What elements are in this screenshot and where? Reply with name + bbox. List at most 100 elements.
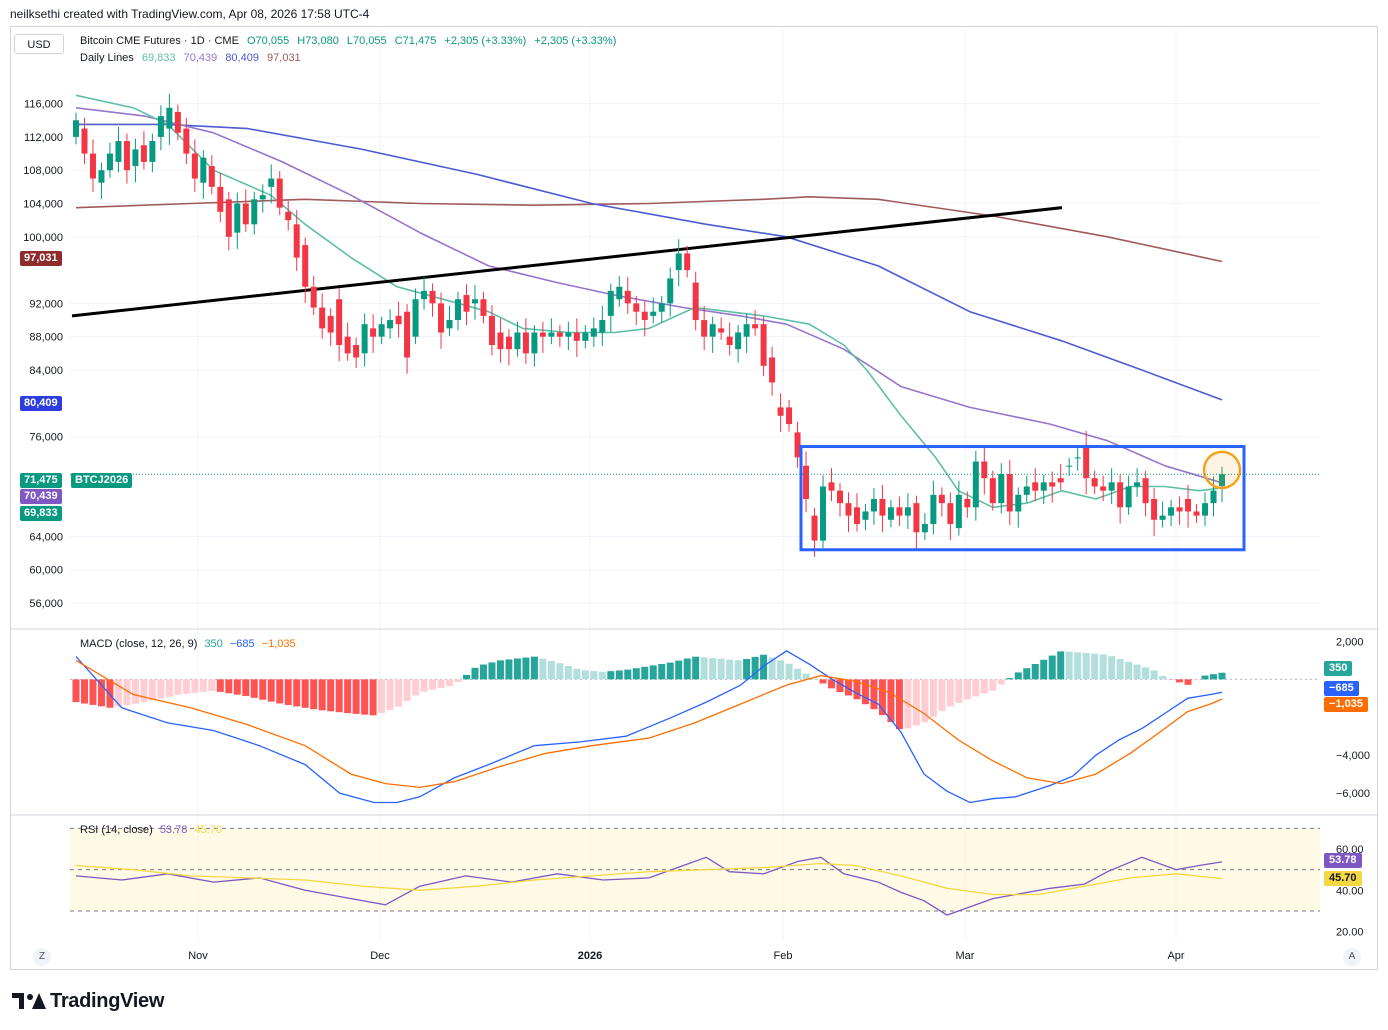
candle-body bbox=[870, 498, 877, 512]
macd-histogram-bar bbox=[140, 679, 148, 703]
macd-histogram-bar bbox=[615, 670, 623, 680]
rsi-legend-title[interactable]: RSI (14, close) bbox=[80, 824, 153, 836]
candle-body bbox=[539, 332, 546, 337]
macd-histogram-bar bbox=[751, 656, 759, 680]
macd-histogram-bar bbox=[454, 679, 462, 682]
candle-body bbox=[361, 324, 368, 354]
candle-body bbox=[837, 490, 843, 504]
rsi-legend: RSI (14, close) 53.78 45.70 bbox=[80, 824, 226, 836]
candle-body bbox=[225, 199, 232, 237]
candle-body bbox=[259, 195, 266, 200]
candle-body bbox=[989, 478, 996, 504]
macd-histogram-bar bbox=[233, 679, 241, 695]
macd-histogram-bar bbox=[72, 679, 80, 703]
candle-body bbox=[633, 303, 640, 312]
candle-body bbox=[743, 324, 750, 337]
macd-signal-value: −1,035 bbox=[261, 638, 296, 650]
candle-body bbox=[1032, 482, 1039, 491]
candle-body bbox=[913, 503, 920, 533]
macd-histogram-bar bbox=[1193, 679, 1201, 681]
candle-body bbox=[310, 286, 317, 308]
macd-histogram-bar bbox=[114, 679, 122, 707]
macd-histogram-bar bbox=[760, 654, 768, 680]
macd-histogram-bar bbox=[1116, 658, 1124, 680]
candle-body bbox=[319, 307, 326, 329]
ma4-line bbox=[75, 196, 1223, 263]
rsi-line bbox=[75, 856, 1223, 916]
candle-body bbox=[429, 290, 436, 304]
auto-scale-button[interactable]: A bbox=[1343, 948, 1361, 966]
macd-histogram-bar bbox=[352, 679, 360, 714]
macd-histogram-bar bbox=[369, 679, 377, 716]
macd-legend-title[interactable]: MACD (close, 12, 26, 9) bbox=[80, 638, 198, 650]
chart-frame[interactable] bbox=[10, 26, 1378, 970]
time-axis-tick: Nov bbox=[188, 950, 208, 962]
macd-histogram-bar bbox=[420, 679, 428, 692]
ohlc-high: H73,080 bbox=[297, 35, 339, 47]
candle-body bbox=[1125, 486, 1132, 508]
symbol-tag: BTCJ2026 bbox=[71, 473, 133, 488]
macd-signal-badge: −1,035 bbox=[1324, 697, 1368, 712]
macd-histogram-bar bbox=[946, 679, 954, 707]
candle-body bbox=[590, 328, 597, 337]
candle-body bbox=[115, 141, 122, 162]
candle-body bbox=[548, 332, 555, 337]
candle-body bbox=[1049, 482, 1056, 487]
candle-body bbox=[1219, 474, 1225, 487]
macd-histogram-bar bbox=[318, 679, 326, 711]
candle-body bbox=[1151, 498, 1158, 520]
candle-body bbox=[675, 253, 682, 271]
candle-body bbox=[268, 178, 275, 187]
candle-body bbox=[208, 166, 215, 187]
candle-body bbox=[896, 507, 903, 516]
macd-histogram-bar bbox=[335, 679, 343, 713]
macd-histogram-bar bbox=[327, 679, 335, 712]
candle-body bbox=[1074, 457, 1081, 459]
macd-histogram-bar bbox=[284, 679, 292, 705]
price-axis-tick: 92,000 bbox=[29, 298, 63, 310]
macd-histogram-bar bbox=[870, 679, 878, 710]
macd-histogram-bar bbox=[887, 679, 895, 723]
candle-body bbox=[404, 311, 411, 358]
price-axis-tick: 60,000 bbox=[29, 565, 63, 577]
symbol-title[interactable]: Bitcoin CME Futures · 1D · CME bbox=[80, 35, 239, 47]
last-price-badge: 71,475 bbox=[20, 473, 62, 488]
macd-histogram-bar bbox=[89, 679, 97, 705]
candle-body bbox=[1210, 490, 1217, 504]
candle-body bbox=[514, 332, 521, 350]
macd-histogram-bar bbox=[768, 657, 776, 680]
zoom-reset-button[interactable]: Z bbox=[33, 948, 51, 966]
macd-histogram-bar bbox=[216, 679, 224, 692]
ma4-value: 97,031 bbox=[267, 52, 301, 64]
candle-body bbox=[726, 336, 733, 345]
candle-body bbox=[421, 290, 428, 300]
price-axis-tick: 64,000 bbox=[29, 531, 63, 543]
macd-histogram-bar bbox=[250, 679, 258, 698]
macd-histogram-bar bbox=[972, 679, 980, 697]
candle-body bbox=[820, 486, 827, 541]
candle-body bbox=[811, 515, 818, 541]
macd-histogram-bar bbox=[208, 679, 216, 691]
macd-histogram-bar bbox=[564, 665, 572, 680]
candle-body bbox=[624, 290, 631, 304]
candle-body bbox=[242, 203, 249, 225]
candle-body bbox=[387, 320, 394, 329]
price-axis-tick: 84,000 bbox=[29, 365, 63, 377]
macd-histogram-bar bbox=[819, 679, 827, 684]
macd-histogram-bar bbox=[556, 663, 564, 680]
candle-body bbox=[412, 299, 419, 337]
candle-body bbox=[285, 211, 292, 221]
candle-body bbox=[769, 357, 776, 383]
macd-histogram-bar bbox=[692, 656, 700, 680]
candle-body bbox=[89, 153, 96, 179]
candle-body bbox=[463, 295, 470, 312]
ma-legend-title[interactable]: Daily Lines bbox=[80, 52, 134, 64]
macd-histogram-bar bbox=[412, 679, 420, 696]
macd-histogram-bar bbox=[844, 679, 852, 696]
currency-button[interactable]: USD bbox=[14, 34, 64, 54]
macd-legend: MACD (close, 12, 26, 9) 350 −685 −1,035 bbox=[80, 638, 300, 650]
candle-body bbox=[709, 324, 716, 337]
macd-histogram-bar bbox=[301, 679, 309, 708]
candle-body bbox=[522, 332, 529, 354]
